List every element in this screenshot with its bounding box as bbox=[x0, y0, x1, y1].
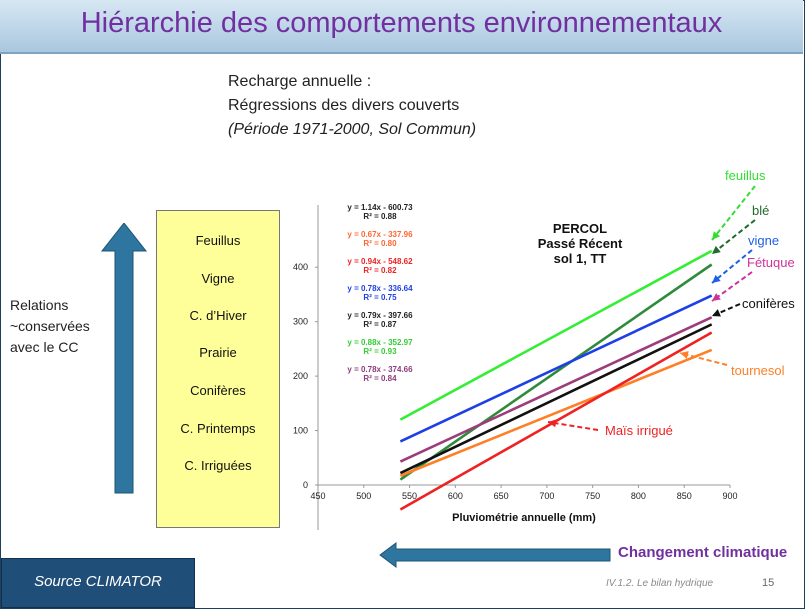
callout-label: tournesol bbox=[731, 363, 785, 378]
ranking-item: C. d’Hiver bbox=[189, 308, 247, 323]
series-line bbox=[399, 323, 713, 475]
callout-arrowhead bbox=[712, 309, 721, 317]
relations-line-3: avec le CC bbox=[10, 339, 79, 355]
callout-arrowhead bbox=[712, 231, 721, 240]
title-bar: Hiérarchie des comportements environneme… bbox=[0, 0, 803, 54]
ranking-item: C. Printemps bbox=[180, 421, 256, 436]
regression-chart: 450 500 550 600 650 700 750 800 850 900 0 100 200 300… bbox=[293, 203, 738, 530]
callout-label: blé bbox=[752, 203, 769, 218]
ranking-item: Vigne bbox=[201, 271, 235, 286]
climate-change-label: Changement climatique bbox=[618, 544, 788, 561]
callout-arrowhead bbox=[712, 245, 721, 254]
callout-arrow bbox=[711, 271, 753, 302]
r2-text: R² = 0.82 bbox=[363, 266, 397, 275]
callout-arrowhead bbox=[712, 293, 721, 301]
callout-label: Fétuque bbox=[747, 255, 795, 270]
r2-text: R² = 0.80 bbox=[363, 239, 397, 248]
callout-label: Maïs irrigué bbox=[605, 423, 673, 438]
r2-text: R² = 0.84 bbox=[363, 374, 397, 383]
y-tick-label: 300 bbox=[293, 317, 308, 327]
callout-label: feuillus bbox=[725, 168, 766, 183]
equation-text: y = 0.67x - 337.96 bbox=[347, 230, 413, 239]
y-tick-label: 100 bbox=[293, 426, 308, 436]
series-line bbox=[399, 249, 713, 421]
equation-text: y = 0.88x - 352.97 bbox=[347, 338, 413, 347]
subtitle-line-1: Recharge annuelle : bbox=[228, 73, 372, 90]
x-tick-label: 750 bbox=[585, 491, 600, 501]
chart-title-line: PERCOL bbox=[553, 221, 607, 236]
x-tick-label: 450 bbox=[310, 491, 325, 501]
footer-text: IV.1.2. Le bilan hydrique bbox=[606, 578, 714, 589]
callout-arrowhead bbox=[548, 419, 557, 428]
r2-text: R² = 0.88 bbox=[363, 212, 397, 221]
series-line bbox=[399, 294, 713, 443]
chart-ticks: 450 500 550 600 650 700 750 800 850 900 0 100 200 300… bbox=[293, 262, 738, 501]
left-arrow-icon bbox=[379, 542, 611, 568]
slide-title: Hiérarchie des comportements environneme… bbox=[80, 7, 723, 39]
x-tick-label: 700 bbox=[539, 491, 554, 501]
relations-note: Relations ~conservées avec le CC bbox=[10, 295, 90, 358]
chart-title-line: Passé Récent bbox=[538, 236, 623, 251]
r2-text: R² = 0.93 bbox=[363, 347, 397, 356]
callout-arrowhead bbox=[712, 274, 721, 283]
source-box: Source CLIMATOR bbox=[1, 558, 195, 608]
r2-text: R² = 0.75 bbox=[363, 293, 397, 302]
chart-title-line: sol 1, TT bbox=[554, 251, 607, 266]
subtitle-line-2: Régressions des divers couverts bbox=[228, 97, 460, 114]
x-axis-title: Pluviométrie annuelle (mm) bbox=[452, 512, 596, 524]
y-tick-label: 200 bbox=[293, 371, 308, 381]
y-tick-label: 400 bbox=[293, 262, 308, 272]
chart-title: PERCOL Passé Récent sol 1, TT bbox=[538, 221, 623, 266]
callout-arrow bbox=[711, 219, 756, 255]
x-tick-label: 500 bbox=[356, 491, 371, 501]
callout-arrow bbox=[711, 249, 753, 284]
callout-arrow bbox=[711, 185, 756, 241]
y-tick-label: 0 bbox=[303, 480, 308, 490]
r2-text: R² = 0.87 bbox=[363, 320, 397, 329]
up-arrow-icon bbox=[100, 223, 148, 494]
ranking-item: C. Irriguées bbox=[184, 458, 252, 473]
callout-label: vigne bbox=[748, 233, 779, 248]
equation-text: y = 0.78x - 336.64 bbox=[347, 284, 413, 293]
series-line bbox=[399, 348, 713, 477]
series-line bbox=[399, 263, 713, 481]
relations-line-1: Relations bbox=[10, 297, 69, 313]
left-arrow-shape bbox=[379, 542, 611, 568]
equation-text: y = 0.94x - 548.62 bbox=[347, 257, 413, 266]
ranking-box: Feuillus Vigne C. d’Hiver Prairie Conifè… bbox=[156, 210, 280, 528]
chart-axes bbox=[317, 205, 730, 530]
ranking-item: Conifères bbox=[190, 383, 246, 398]
x-tick-label: 600 bbox=[448, 491, 463, 501]
callout-label: conifères bbox=[742, 296, 795, 311]
chart-subtitle: Recharge annuelle : Régressions des dive… bbox=[228, 70, 476, 142]
ranking-item: Prairie bbox=[199, 345, 237, 360]
page-number: 15 bbox=[762, 577, 775, 589]
series-line bbox=[399, 316, 713, 463]
x-tick-label: 800 bbox=[631, 491, 646, 501]
ranking-item: Feuillus bbox=[195, 233, 241, 248]
x-tick-label: 900 bbox=[722, 491, 737, 501]
x-tick-label: 650 bbox=[494, 491, 509, 501]
equation-text: y = 0.79x - 397.66 bbox=[347, 311, 413, 320]
source-label: Source CLIMATOR bbox=[34, 573, 162, 590]
callout-arrow bbox=[547, 421, 599, 431]
relations-line-2: ~conservées bbox=[10, 318, 90, 334]
equation-text: y = 0.78x - 374.66 bbox=[347, 365, 413, 374]
x-tick-label: 850 bbox=[677, 491, 692, 501]
up-arrow-shape bbox=[100, 223, 148, 494]
chart-series bbox=[399, 249, 713, 511]
equation-text: y = 1.14x - 600.73 bbox=[347, 203, 413, 212]
callout-arrow bbox=[679, 352, 728, 366]
x-tick-label: 550 bbox=[402, 491, 417, 501]
subtitle-line-3: (Période 1971-2000, Sol Commun) bbox=[228, 121, 477, 138]
callout-arrowhead bbox=[680, 351, 689, 359]
